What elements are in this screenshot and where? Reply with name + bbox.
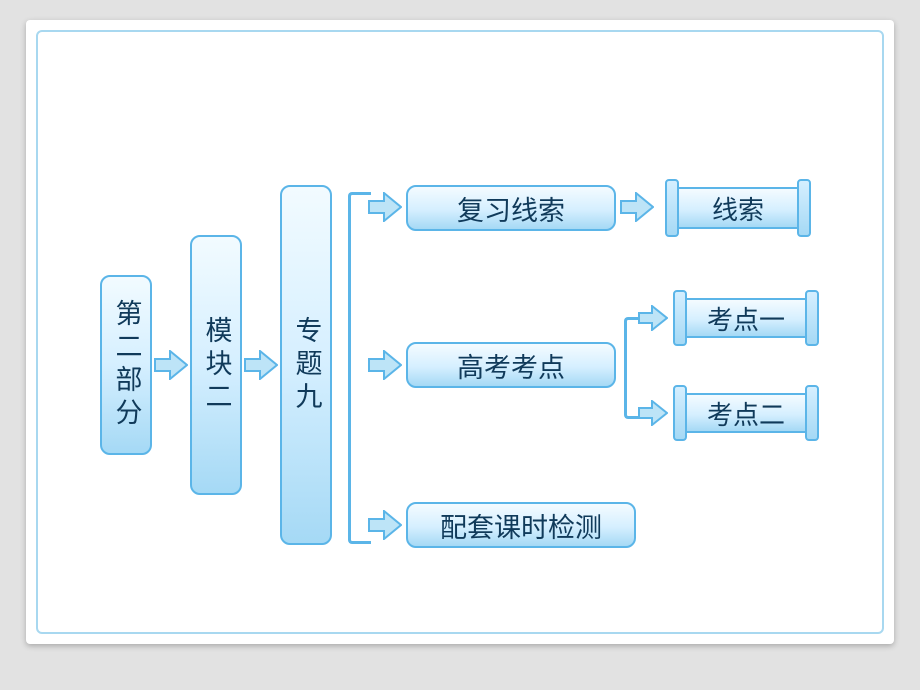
node-point1: 考点一 bbox=[680, 298, 812, 338]
node-module2: 模块二 bbox=[190, 235, 242, 495]
slide: 第二部分 模块二 专题九 复习线索 bbox=[26, 20, 894, 644]
arrow-to-point2 bbox=[638, 400, 668, 426]
arrow-to-exam bbox=[368, 350, 402, 380]
node-topic9-label: 专题九 bbox=[293, 316, 320, 415]
node-practice: 配套课时检测 bbox=[406, 502, 636, 548]
arrow-review-clue bbox=[620, 192, 654, 222]
node-clue-label: 线索 bbox=[712, 190, 764, 227]
arrow-module2-topic9 bbox=[244, 350, 278, 380]
node-clue: 线索 bbox=[672, 187, 804, 229]
arrow-part2-module2 bbox=[154, 350, 188, 380]
node-exam: 高考考点 bbox=[406, 342, 616, 388]
arrow-to-review bbox=[368, 192, 402, 222]
node-point2-label: 考点二 bbox=[707, 395, 785, 432]
node-part2-label: 第二部分 bbox=[113, 299, 140, 431]
node-exam-label: 高考考点 bbox=[457, 346, 565, 385]
node-part2: 第二部分 bbox=[100, 275, 152, 455]
node-module2-label: 模块二 bbox=[203, 316, 230, 415]
canvas: 第二部分 模块二 专题九 复习线索 bbox=[0, 0, 920, 690]
node-review: 复习线索 bbox=[406, 185, 616, 231]
node-point1-label: 考点一 bbox=[707, 300, 785, 337]
node-point2: 考点二 bbox=[680, 393, 812, 433]
node-topic9: 专题九 bbox=[280, 185, 332, 545]
node-practice-label: 配套课时检测 bbox=[440, 506, 602, 545]
node-review-label: 复习线索 bbox=[457, 189, 565, 228]
arrow-to-practice bbox=[368, 510, 402, 540]
arrow-to-point1 bbox=[638, 305, 668, 331]
